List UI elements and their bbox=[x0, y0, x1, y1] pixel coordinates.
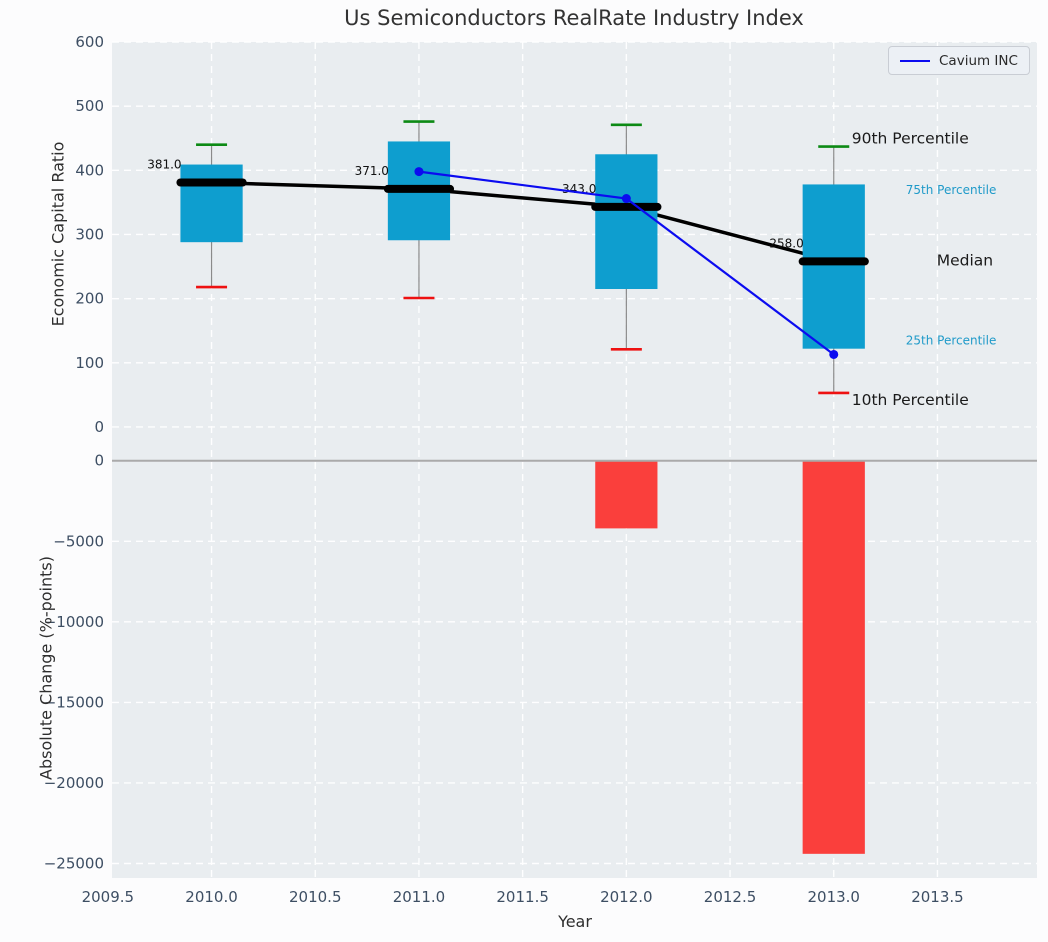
cavium-marker bbox=[414, 167, 424, 177]
x-tick-label: 2010.0 bbox=[185, 888, 238, 906]
x-tick-label: 2012.0 bbox=[600, 888, 653, 906]
legend-line-sample bbox=[900, 59, 930, 62]
percentile-annotation: 75th Percentile bbox=[906, 183, 997, 197]
x-tick-label: 2010.5 bbox=[289, 888, 342, 906]
x-tick-label: 2011.0 bbox=[393, 888, 446, 906]
change-bar bbox=[595, 460, 658, 529]
y-tick-label-bottom: −25000 bbox=[44, 855, 104, 873]
y-tick-label-top: 200 bbox=[75, 290, 104, 308]
y-tick-label-top: 0 bbox=[94, 418, 104, 436]
y-tick-label-top: 600 bbox=[75, 33, 104, 51]
percentile-box bbox=[180, 164, 243, 243]
median-value-label: 371.0 bbox=[355, 164, 389, 178]
cavium-marker bbox=[621, 194, 631, 204]
median-value-label: 258.0 bbox=[769, 236, 803, 250]
y-tick-label-top: 400 bbox=[75, 161, 104, 179]
y-tick-label-bottom: −20000 bbox=[44, 774, 104, 792]
x-tick-label: 2012.5 bbox=[704, 888, 757, 906]
percentile-annotation: 90th Percentile bbox=[852, 130, 969, 148]
change-bar bbox=[802, 460, 865, 854]
x-tick-label: 2013.0 bbox=[807, 888, 860, 906]
percentile-annotation: 25th Percentile bbox=[906, 334, 997, 348]
y-tick-label-top: 300 bbox=[75, 225, 104, 243]
y-tick-label-top: 500 bbox=[75, 97, 104, 115]
y-tick-label-bottom: −5000 bbox=[53, 532, 104, 550]
percentile-annotation: Median bbox=[937, 251, 993, 269]
legend: Cavium INC bbox=[888, 46, 1030, 75]
percentile-box bbox=[802, 184, 865, 349]
median-value-label: 381.0 bbox=[147, 158, 181, 172]
x-tick-label: 2009.5 bbox=[82, 888, 135, 906]
percentile-box bbox=[595, 154, 658, 290]
median-trend-line bbox=[211, 180, 835, 264]
x-tick-label: 2013.5 bbox=[911, 888, 964, 906]
y-axis-label-top: Economic Capital Ratio bbox=[48, 141, 68, 327]
y-tick-label-bottom: −15000 bbox=[44, 693, 104, 711]
x-tick-label: 2011.5 bbox=[496, 888, 549, 906]
y-tick-label-top: 100 bbox=[75, 354, 104, 372]
chart-title: Us Semiconductors RealRate Industry Inde… bbox=[344, 6, 804, 30]
percentile-annotation: 10th Percentile bbox=[852, 391, 969, 409]
y-axis-label-bottom: Absolute Change (%-points) bbox=[36, 556, 56, 780]
y-tick-label-bottom: −10000 bbox=[44, 613, 104, 631]
legend-label: Cavium INC bbox=[939, 52, 1018, 69]
y-tick-label-bottom: 0 bbox=[94, 452, 104, 470]
x-axis-label: Year bbox=[558, 912, 592, 931]
cavium-marker bbox=[829, 349, 839, 359]
